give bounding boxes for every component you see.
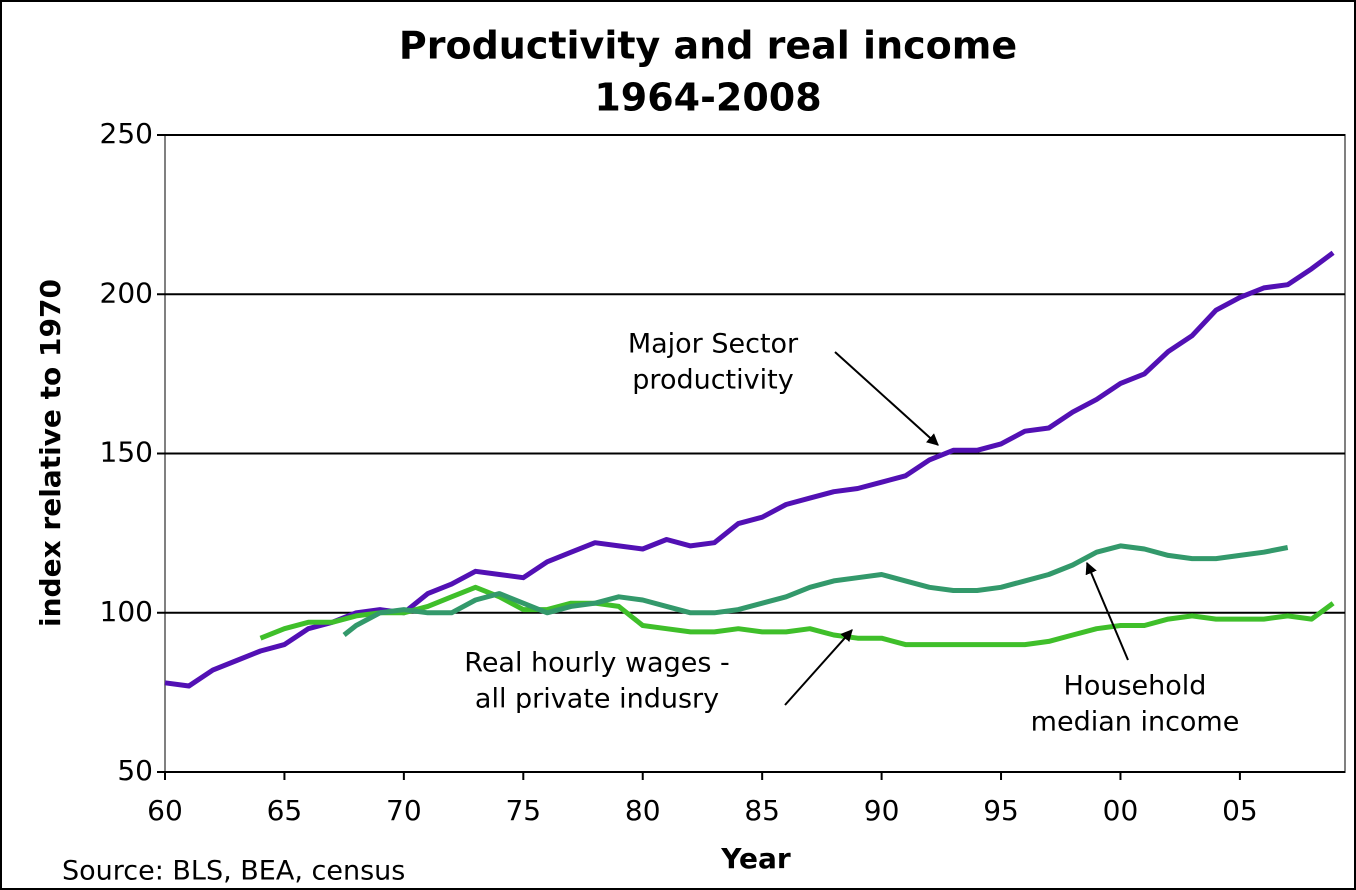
annotation: productivity (632, 365, 793, 396)
x-tick-label: 00 (1103, 794, 1139, 827)
series-line (259, 584, 1335, 648)
y-tick-label: 250 (100, 117, 153, 150)
series-line (164, 250, 1335, 689)
x-tick-label: 80 (625, 794, 661, 827)
source-note: Source: BLS, BEA, census (62, 856, 405, 887)
x-tick-label: 85 (744, 794, 780, 827)
y-tick-label: 200 (100, 276, 153, 309)
y-tick-label: 100 (100, 595, 153, 628)
x-tick-label: 90 (864, 794, 900, 827)
x-tick-label: 60 (147, 794, 183, 827)
y-axis-label: index relative to 1970 (34, 279, 67, 627)
annotation: all private indusry (475, 684, 719, 715)
annotation: Real hourly wages - (464, 648, 729, 679)
annotation: Household (1064, 671, 1207, 702)
chart-subtitle: 1964-2008 (594, 76, 821, 120)
x-axis-label: Year (720, 842, 791, 875)
annotation: median income (1031, 707, 1240, 738)
annotation-arrow (784, 629, 853, 706)
y-tick-label: 150 (100, 436, 153, 469)
series-line (342, 543, 1289, 637)
x-tick-label: 95 (983, 794, 1019, 827)
x-tick-label: 65 (267, 794, 303, 827)
chart-title: Productivity and real income (399, 24, 1017, 68)
y-tick-label: 50 (117, 754, 153, 787)
annotation-arrow (834, 351, 939, 446)
x-tick-label: 70 (386, 794, 422, 827)
x-tick-label: 75 (505, 794, 541, 827)
annotation: Major Sector (628, 329, 799, 360)
annotation-arrow (1085, 561, 1129, 661)
x-tick-label: 05 (1222, 794, 1258, 827)
